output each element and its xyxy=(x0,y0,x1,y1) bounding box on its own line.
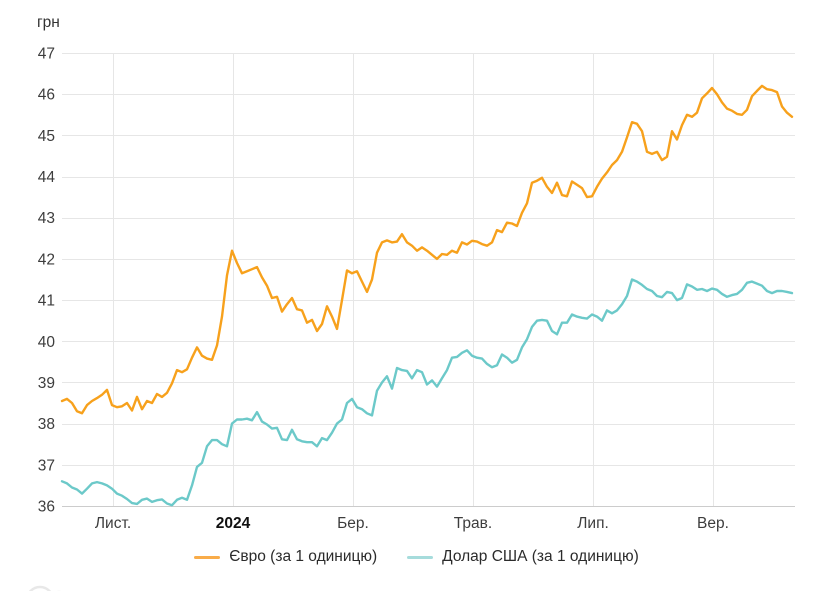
y-tick-label: 45 xyxy=(38,128,55,145)
x-tick-label: Трав. xyxy=(454,515,492,532)
y-tick-label: 44 xyxy=(38,169,56,186)
x-tick-label: Вер. xyxy=(697,515,729,532)
y-tick-label: 40 xyxy=(38,334,56,351)
legend-label: Євро (за 1 одиницю) xyxy=(229,548,378,565)
y-tick-label: 39 xyxy=(38,375,55,392)
y-tick-label: 41 xyxy=(38,293,55,310)
x-tick-label: Лист. xyxy=(95,515,131,532)
legend-item-euro[interactable]: Євро (за 1 одиницю) xyxy=(194,548,377,566)
chart-legend: Євро (за 1 одиницю) Долар США (за 1 одини… xyxy=(0,548,833,566)
series-layer xyxy=(60,84,794,507)
legend-label: Долар США (за 1 одиницю) xyxy=(442,548,639,565)
x-tick-label: Лип. xyxy=(577,515,609,532)
y-tick-label: 42 xyxy=(38,251,55,268)
usd-legend-dash-icon xyxy=(407,555,434,559)
watermark-icon xyxy=(28,585,62,591)
y-tick-label: 47 xyxy=(38,46,55,63)
y-tick-label: 43 xyxy=(38,210,55,227)
y-tick-label: 46 xyxy=(38,87,55,104)
y-tick-label: 38 xyxy=(38,416,55,433)
tick-label-layer: 36 37 38 39 40 41 42 43 44 45 46 47 Лист. 2024 Бер. Тра… xyxy=(38,46,729,533)
y-axis-unit-label: грн xyxy=(37,14,60,31)
y-tick-label: 36 xyxy=(38,499,55,516)
x-tick-label: 2024 xyxy=(216,515,251,532)
usd-series-line[interactable] xyxy=(60,278,794,507)
y-tick-label: 37 xyxy=(38,457,55,474)
x-tick-label: Бер. xyxy=(337,515,369,532)
euro-legend-dash-icon xyxy=(194,555,221,559)
legend-item-usd[interactable]: Долар США (за 1 одиницю) xyxy=(407,548,639,566)
euro-series-line[interactable] xyxy=(60,84,794,415)
